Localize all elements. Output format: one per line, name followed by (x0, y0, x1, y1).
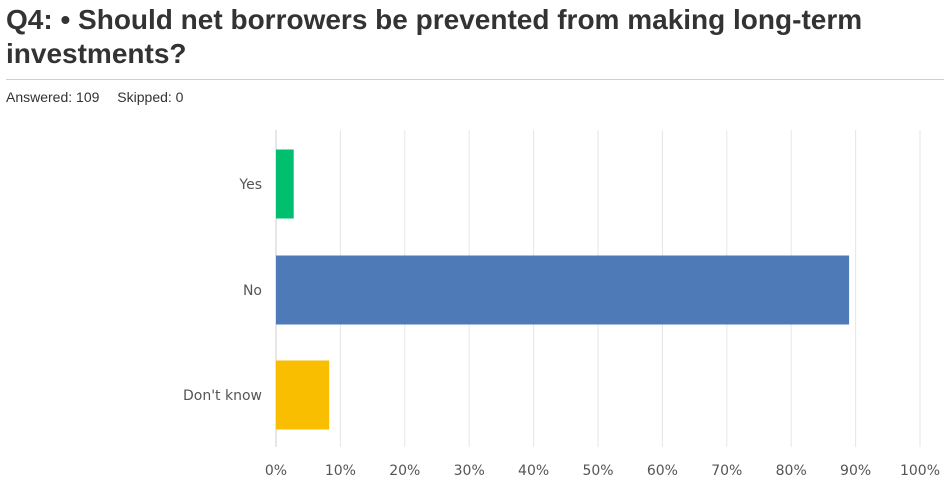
x-tick-label: 60% (647, 463, 678, 479)
bar-don-t-know[interactable] (276, 360, 330, 430)
title-divider (6, 79, 944, 80)
question-title: Q4: • Should net borrowers be prevented … (6, 4, 863, 69)
skipped-count: Skipped: 0 (117, 89, 184, 105)
x-tick-label: 30% (454, 463, 485, 479)
bar-no[interactable] (276, 255, 850, 325)
x-tick-label: 40% (518, 463, 549, 479)
category-label: Don't know (183, 388, 262, 404)
x-tick-label: 10% (325, 463, 356, 479)
x-tick-label: 100% (900, 463, 940, 479)
category-label: Yes (238, 177, 262, 193)
x-tick-label: 0% (265, 463, 287, 479)
x-tick-label: 70% (711, 463, 742, 479)
bar-yes[interactable] (276, 149, 294, 219)
x-tick-label: 80% (776, 463, 807, 479)
x-tick-label: 90% (840, 463, 871, 479)
x-tick-label: 20% (389, 463, 420, 479)
answered-count: Answered: 109 (6, 89, 100, 105)
response-stats: Answered: 109 Skipped: 0 (6, 89, 197, 105)
x-tick-label: 50% (582, 463, 613, 479)
category-label: No (243, 283, 262, 299)
